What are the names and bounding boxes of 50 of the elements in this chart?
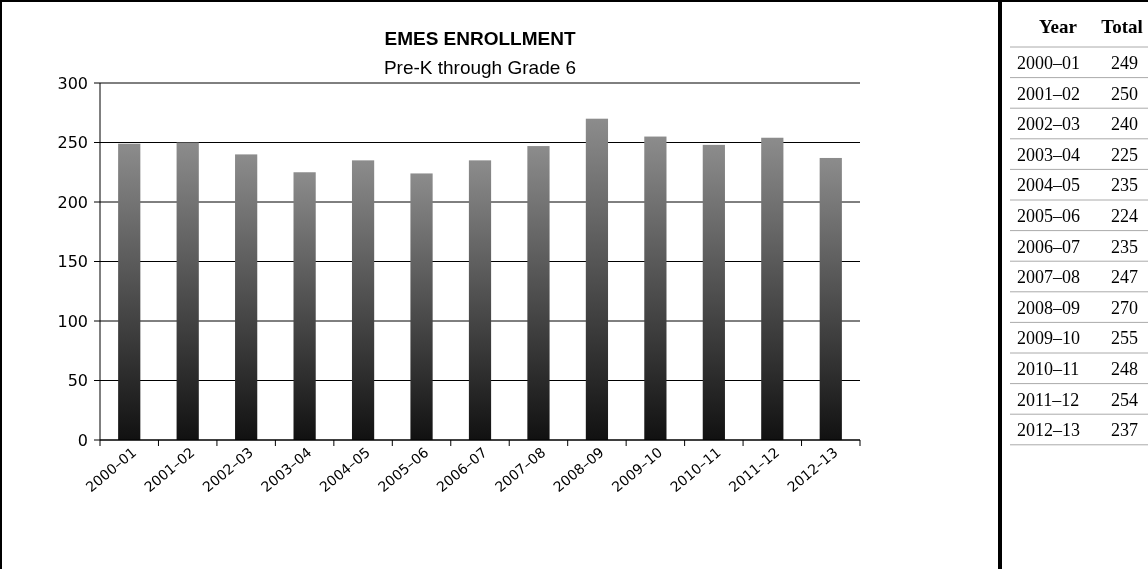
chart-subtitle: Pre-K through Grade 6 <box>383 57 577 78</box>
category-label: 2012–13 <box>1017 420 1080 441</box>
bar <box>585 118 609 440</box>
y-tick-label: 200 <box>57 192 88 212</box>
data-label: 270 <box>1111 297 1138 318</box>
category-label: 2000–01 <box>1017 53 1080 73</box>
chart-title: EMES ENROLLMENT <box>384 28 576 49</box>
bar <box>176 142 199 440</box>
text: Total <box>1101 16 1143 37</box>
data-label: 235 <box>1111 236 1138 257</box>
category-label: 2007–08 <box>1017 267 1080 288</box>
bar <box>702 144 725 440</box>
category-label: 2009–10 <box>1017 328 1080 349</box>
data-label: 235 <box>1111 175 1138 196</box>
bar <box>644 136 667 440</box>
data-label: 224 <box>1111 206 1138 226</box>
data-label: 250 <box>1111 83 1138 104</box>
bar <box>527 146 550 440</box>
data-label: 225 <box>1111 144 1138 165</box>
category-label: 2006–07 <box>1017 236 1080 257</box>
y-tick-label: 250 <box>57 133 88 153</box>
bar <box>468 160 492 440</box>
category-label: 2010–11 <box>1017 359 1080 379</box>
data-label: 237 <box>1111 420 1138 441</box>
y-tick-label: 150 <box>57 252 88 272</box>
category-label: 2005–06 <box>1017 206 1080 226</box>
data-label: 255 <box>1111 328 1138 349</box>
data-label: 247 <box>1111 267 1138 288</box>
bar <box>293 172 316 440</box>
category-label: 2011–12 <box>1017 389 1080 410</box>
data-label: 254 <box>1111 389 1138 410</box>
bar <box>410 173 433 440</box>
text: Year <box>1039 16 1078 37</box>
bar <box>118 143 141 440</box>
category-label: 2003–04 <box>1017 144 1080 165</box>
bar <box>235 154 258 440</box>
bar <box>351 160 375 440</box>
category-label: 2004–05 <box>1017 175 1080 196</box>
y-tick-label: 0 <box>77 430 88 450</box>
category-label: 2008–09 <box>1017 297 1080 318</box>
data-label: 240 <box>1111 114 1138 135</box>
category-label: 2001–02 <box>1017 83 1080 104</box>
y-tick-label: 50 <box>67 371 88 391</box>
bar <box>761 137 784 440</box>
y-tick-label: 100 <box>57 311 88 331</box>
data-label: 249 <box>1111 53 1138 73</box>
bar <box>819 157 842 440</box>
y-tick-label: 300 <box>57 73 88 93</box>
category-label: 2002–03 <box>1017 114 1080 135</box>
data-label: 248 <box>1111 359 1138 379</box>
